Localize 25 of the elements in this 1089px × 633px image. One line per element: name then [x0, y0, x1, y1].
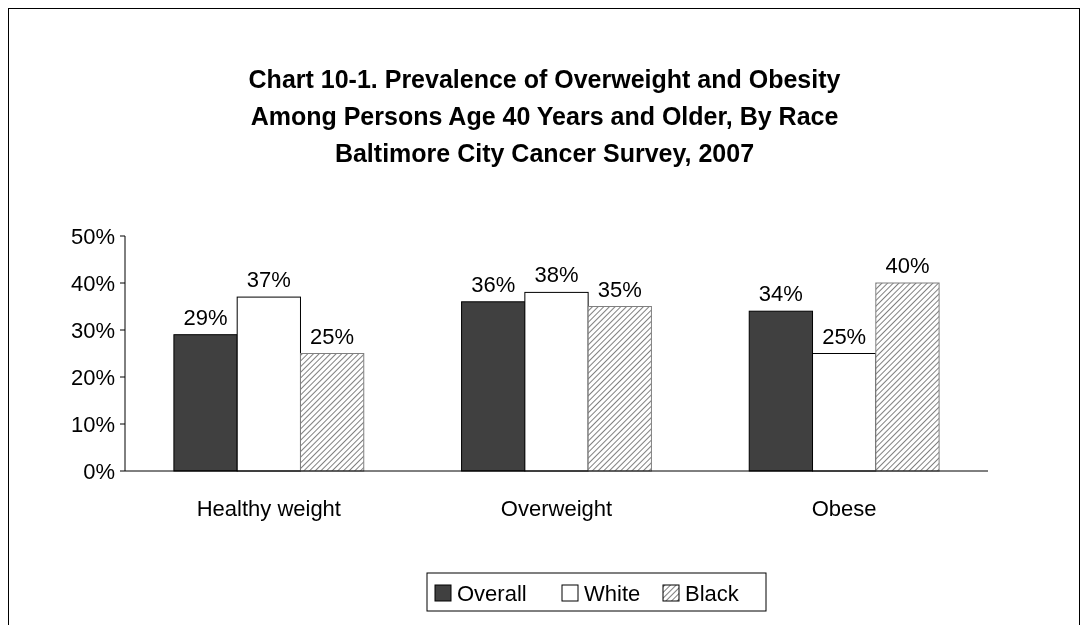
y-tick-label: 30%: [70, 317, 115, 343]
y-tick-label: 0%: [83, 458, 115, 484]
legend-label: White: [584, 580, 641, 606]
x-tick-label: Obese: [811, 496, 877, 521]
y-tick-label: 20%: [70, 364, 115, 390]
x-tick-label: Overweight: [500, 496, 613, 521]
y-tick-label: 50%: [70, 223, 115, 249]
y-tick-label: 10%: [70, 411, 115, 437]
data-label: 29%: [183, 304, 228, 330]
data-label: 37%: [246, 267, 291, 293]
bar: [587, 306, 652, 472]
chart-title: Chart 10-1. Prevalence of Overweight and Obesity Among Persons Age 40 Years and Older, By Race Baltimore City Cancer Survey, 2007: [248, 65, 841, 167]
data-label: 25%: [822, 323, 867, 349]
data-label: 36%: [471, 271, 516, 297]
data-label: 25%: [310, 323, 355, 349]
bar: [875, 282, 940, 472]
data-label: 40%: [885, 253, 930, 278]
legend-label: Overall: [457, 580, 527, 606]
y-tick-label: 40%: [70, 270, 115, 296]
data-label: 34%: [758, 281, 803, 307]
data-label: 35%: [597, 276, 642, 302]
data-label: 38%: [534, 262, 579, 288]
legend-label: Black: [685, 580, 740, 606]
x-tick-label: Healthy weight: [196, 496, 341, 521]
bar: [299, 353, 365, 472]
